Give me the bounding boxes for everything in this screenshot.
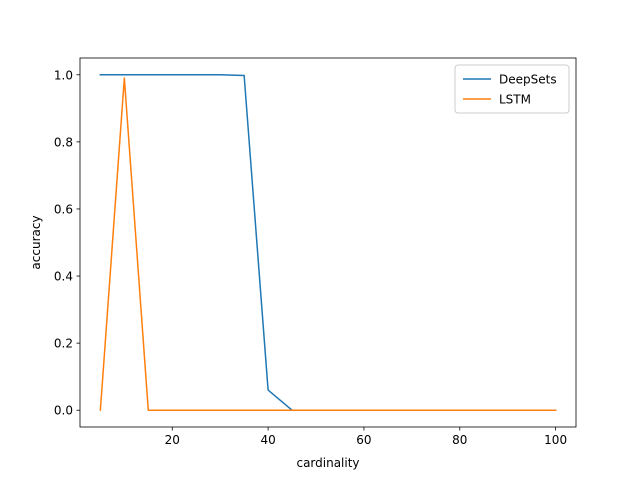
legend-box <box>454 64 570 114</box>
legend-label-lstm: LSTM <box>499 93 531 107</box>
y-tick-label: 0.4 <box>54 270 73 284</box>
x-tick-label: 40 <box>260 433 275 447</box>
axes-frame <box>79 57 577 428</box>
x-tick-label: 60 <box>356 433 371 447</box>
y-axis-ticks: 0.0 0.2 0.4 0.6 0.8 1.0 <box>54 68 80 418</box>
y-axis-label: accuracy <box>29 215 43 269</box>
x-axis-label: cardinality <box>296 456 359 470</box>
x-tick-label: 20 <box>165 433 180 447</box>
legend-label-deepsets: DeepSets <box>499 73 557 87</box>
series-layer <box>99 74 557 412</box>
y-tick-label: 1.0 <box>54 68 73 82</box>
y-tick-label: 0.8 <box>54 135 73 149</box>
x-tick-label: 80 <box>452 433 467 447</box>
y-tick-label: 0.2 <box>54 337 73 351</box>
y-tick-label: 0.6 <box>54 202 73 216</box>
x-axis-ticks: 20 40 60 80 100 <box>165 427 567 447</box>
legend: DeepSets LSTM <box>454 64 570 114</box>
x-tick-label: 100 <box>544 433 567 447</box>
series-line-lstm <box>99 77 557 412</box>
y-tick-label: 0.0 <box>54 404 73 418</box>
